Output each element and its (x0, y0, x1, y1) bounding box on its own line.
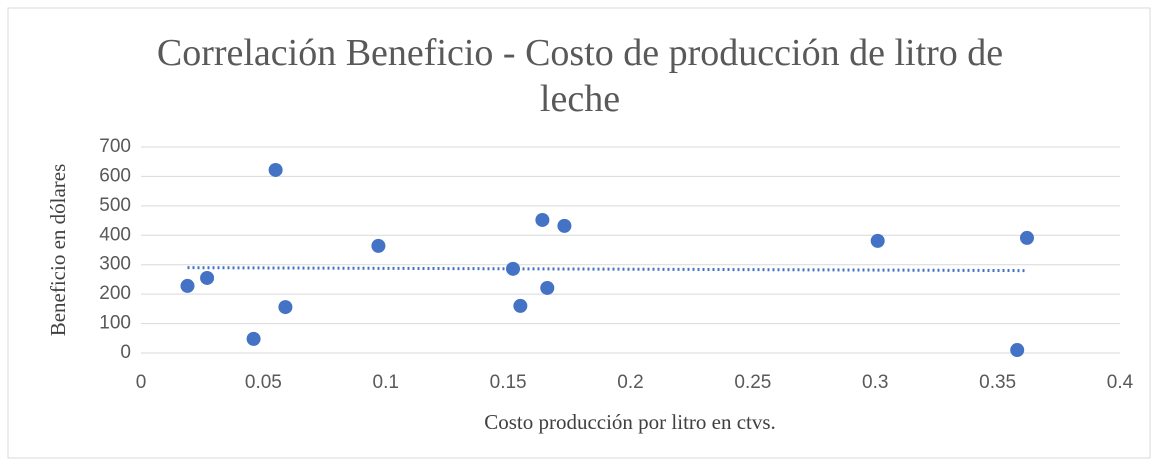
x-tick-label: 0.1 (373, 372, 399, 393)
chart-title: Correlación Beneficio - Costo de producc… (156, 32, 1004, 120)
x-tick-label: 0.2 (617, 372, 643, 393)
x-tick-label: 0 (136, 372, 147, 393)
x-tick-label: 0.35 (979, 372, 1016, 393)
y-tick-label: 100 (99, 313, 131, 334)
data-point (278, 300, 293, 315)
x-axis-label: Costo producción por litro en ctvs. (484, 410, 776, 434)
data-point (180, 278, 195, 293)
y-tick-label: 0 (120, 342, 131, 363)
data-point (1019, 230, 1034, 245)
data-point (870, 233, 885, 248)
y-tick-label: 600 (99, 165, 131, 186)
x-tick-label: 0.3 (862, 372, 888, 393)
y-tick-label: 200 (99, 283, 131, 304)
y-tick-label: 500 (99, 195, 131, 216)
data-point (200, 270, 215, 285)
y-tick-label: 300 (99, 254, 131, 275)
data-point (246, 331, 261, 346)
y-tick-label: 700 (99, 136, 131, 157)
data-point (513, 298, 528, 313)
x-tick-label: 0.05 (245, 372, 282, 393)
data-point (535, 212, 550, 227)
x-tick-label: 0.4 (1107, 372, 1134, 393)
data-point (540, 280, 555, 295)
data-point (268, 162, 283, 177)
x-tick-label: 0.15 (490, 372, 527, 393)
y-tick-label: 400 (99, 224, 131, 245)
data-point (371, 238, 386, 253)
data-point (1010, 343, 1025, 358)
y-axis-label: Beneficio en dólares (46, 164, 70, 337)
x-tick-label: 0.25 (734, 372, 771, 393)
data-point (557, 218, 572, 233)
chart-border (7, 7, 1151, 459)
